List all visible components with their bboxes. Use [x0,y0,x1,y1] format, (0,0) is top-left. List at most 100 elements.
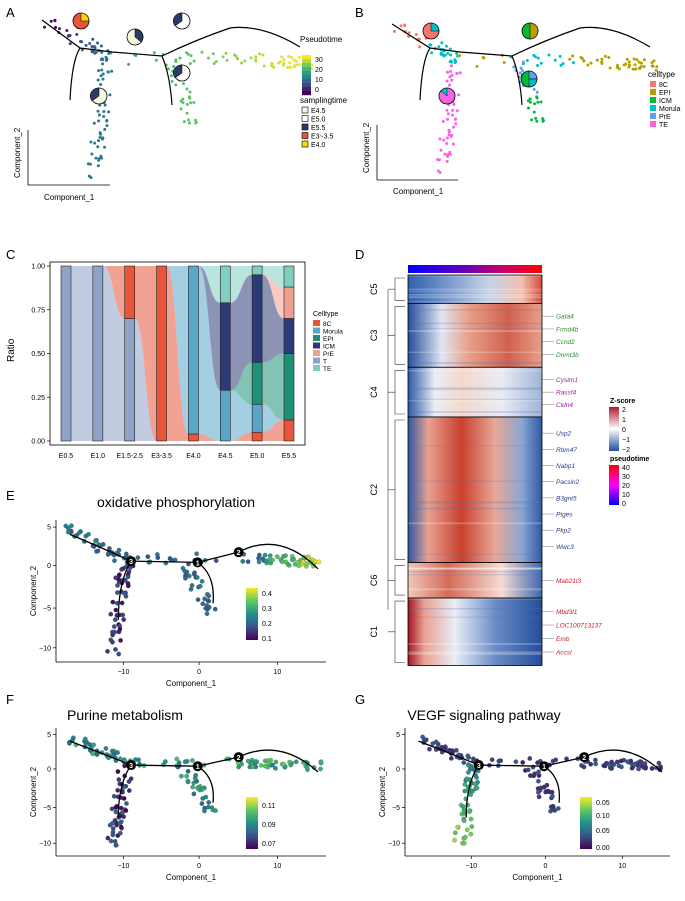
data-point [188,62,192,66]
panel-letter-e: E [6,488,15,503]
data-point [407,31,411,35]
data-point [178,56,182,60]
data-point [92,45,96,49]
tick-label: 10 [618,863,626,870]
data-point [193,772,198,778]
gene-label: Usp2 [556,431,572,438]
data-point [445,136,449,140]
legend-label: E3~3.5 [311,134,333,141]
data-point [161,762,166,768]
data-point [200,601,206,607]
data-point [290,55,294,59]
tick-label: E4.0 [186,453,201,460]
gene-label: Accsl [555,650,572,657]
data-point [452,103,456,107]
heatmap-stripe [408,607,542,610]
data-point [245,559,251,564]
data-point [118,824,124,830]
data-point [212,61,216,65]
panel-b-points [392,23,659,174]
data-point [105,649,110,654]
data-point [145,554,151,559]
gene-label: Mbd3l1 [556,609,578,616]
data-point [101,72,105,76]
data-point [122,763,127,769]
data-point [94,156,98,160]
data-point [273,759,279,765]
data-point [603,54,607,58]
dendrogram-branch [388,419,405,560]
data-point [445,108,449,112]
data-point [115,750,120,755]
data-point [206,56,210,60]
panel-a-samplingtime-title: samplingtime [300,96,348,105]
data-point [468,763,474,769]
data-point [133,757,138,762]
bar-Morula [251,403,263,433]
cluster-label: C6 [369,575,379,587]
data-point [446,51,450,55]
data-point [474,775,479,780]
data-point [99,83,103,87]
data-point [627,63,631,67]
y-label: Component_2 [378,766,387,817]
data-point [119,600,125,606]
branch-node-label: 3 [129,763,133,770]
data-point [520,760,526,765]
data-point [455,71,459,75]
panel-e-colorbar [246,588,258,640]
tick-label: 0.00 [31,439,45,446]
data-point [115,590,120,595]
legend-label: 8C [659,82,668,89]
data-point [194,778,200,784]
tick-label: 2 [622,407,626,414]
pie-chart [521,22,539,40]
data-point [616,63,620,67]
heatmap-stripe [408,290,542,292]
data-point [88,162,92,166]
data-point [443,152,447,156]
tick-label: −10 [39,645,51,652]
data-point [185,111,189,115]
data-point [600,61,604,65]
data-point [420,734,425,740]
panel-letter-g: G [355,692,365,707]
data-point [105,835,111,841]
data-point [103,103,107,107]
tick-label: E5.0 [250,453,265,460]
panel-a-trajectory-line [41,19,301,106]
data-point [104,58,108,62]
data-point [449,64,453,68]
branch-node-label: 1 [196,764,200,771]
data-point [188,586,194,592]
data-point [233,53,237,57]
data-point [300,559,306,565]
legend-swatch [313,327,320,334]
heatmap-body [407,274,543,666]
tick-label: 0 [315,87,319,94]
panel-c-legend-title: Celltype [313,311,338,318]
legend-label: PrE [323,351,335,358]
heatmap-stripe [408,598,542,600]
data-point [462,782,468,787]
data-point [272,65,276,69]
data-point [262,64,266,68]
data-point [632,761,637,767]
tick-label: 0.1 [262,636,272,643]
data-point [174,58,178,62]
data-point [179,99,183,103]
data-point [533,102,537,106]
panel-a-pie-charts [72,12,191,105]
branch-node [473,760,484,771]
gene-label: Gata4 [556,314,574,321]
data-point [521,60,525,64]
heatmap-stripe [408,387,542,389]
bar-EPI [251,361,263,405]
legend-label: PrE [659,114,671,121]
data-point [240,559,246,564]
data-point [534,116,538,120]
data-point [267,553,273,558]
data-point [91,742,96,748]
